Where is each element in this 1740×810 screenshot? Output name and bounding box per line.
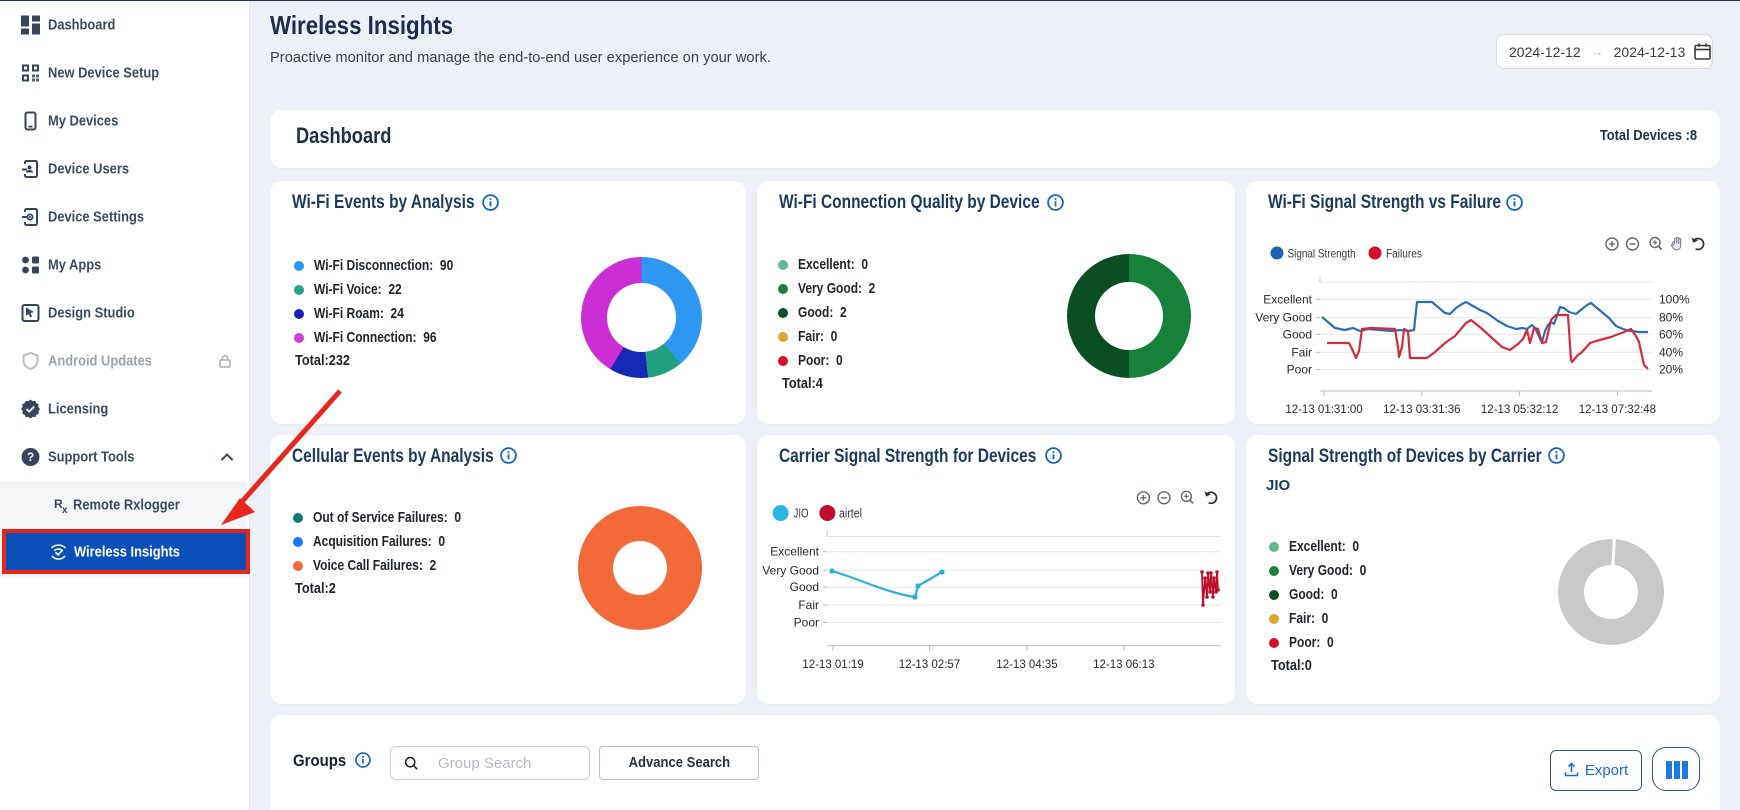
svg-text:Good: Good <box>1283 327 1312 341</box>
svg-text:x: x <box>62 505 68 514</box>
svg-text:12-13 07:32:48: 12-13 07:32:48 <box>1579 404 1656 416</box>
svg-text:12-13 03:31:36: 12-13 03:31:36 <box>1383 404 1460 416</box>
svg-text:60%: 60% <box>1659 327 1683 341</box>
svg-text:12-13 01:19: 12-13 01:19 <box>802 659 863 671</box>
svg-text:12-13 04:35: 12-13 04:35 <box>996 659 1057 671</box>
svg-text:12-13 02:57: 12-13 02:57 <box>899 659 960 671</box>
svg-text:100%: 100% <box>1659 292 1690 306</box>
svg-text:80%: 80% <box>1659 311 1683 325</box>
svg-text:12-13 01:31:00: 12-13 01:31:00 <box>1285 404 1362 416</box>
svg-text:12-13 06:13: 12-13 06:13 <box>1093 659 1154 671</box>
svg-text:Good: Good <box>790 580 819 594</box>
svg-text:Fair: Fair <box>798 598 819 612</box>
svg-text:Very Good: Very Good <box>762 563 819 577</box>
svg-text:Poor: Poor <box>794 615 819 629</box>
svg-text:20%: 20% <box>1659 363 1683 377</box>
svg-text:Excellent: Excellent <box>1263 292 1312 306</box>
svg-text:JIO: JIO <box>794 506 809 520</box>
svg-text:Failures: Failures <box>1386 246 1422 260</box>
svg-text:?: ? <box>27 450 34 464</box>
svg-text:Poor: Poor <box>1287 363 1312 377</box>
svg-text:airtel: airtel <box>839 506 862 520</box>
svg-text:40%: 40% <box>1659 345 1683 359</box>
svg-text:Signal Strength: Signal Strength <box>1288 246 1356 260</box>
svg-text:R: R <box>54 497 63 511</box>
svg-text:Excellent: Excellent <box>770 545 819 559</box>
svg-text:12-13 05:32:12: 12-13 05:32:12 <box>1481 404 1558 416</box>
svg-text:Very Good: Very Good <box>1255 311 1312 325</box>
svg-text:Fair: Fair <box>1291 345 1312 359</box>
